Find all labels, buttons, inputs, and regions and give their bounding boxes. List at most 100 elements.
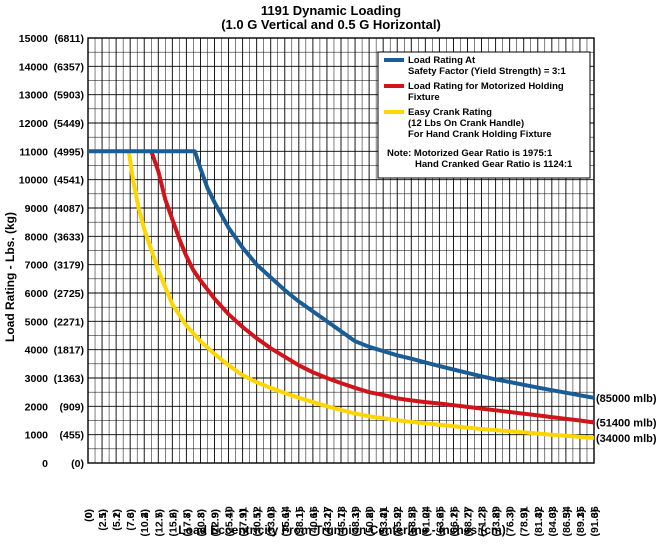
- x-tick-label-cm: (10.2): [139, 509, 151, 536]
- x-tick-label-cm: (89.1): [575, 509, 587, 536]
- y-tick-label-lbs: 1000: [25, 430, 49, 442]
- x-tick-label-cm: (33.0): [266, 509, 278, 536]
- y-tick-label-kg: (4087): [54, 203, 84, 215]
- x-tick-label-cm: (63.6): [434, 509, 446, 536]
- y-tick-label-lbs: 10000: [19, 175, 48, 187]
- legend-entry-text: (12 Lbs On Crank Handle): [408, 118, 524, 129]
- x-tick-label-in: 12: [252, 506, 264, 518]
- x-tick-label-cm: (27.9): [238, 509, 250, 536]
- x-tick-label-in: 31: [519, 506, 531, 518]
- x-tick-label-cm: (15.2): [167, 509, 179, 536]
- x-tick-label-cm: (55.9): [392, 509, 404, 536]
- x-tick-label-in: 8: [195, 512, 207, 518]
- legend-entry-text: Fixture: [408, 92, 440, 103]
- x-tick-label-cm: (73.8): [491, 509, 503, 536]
- x-axis-ticks: 0(0) 1(2.5) 2(5.1) 3(7.6) 4(10.2) 5(12.7) 6(15…: [83, 506, 601, 536]
- x-tick-label-cm: (76.3): [505, 509, 517, 536]
- x-tick-label-in: 30: [505, 506, 517, 518]
- x-tick-label-in: 24: [420, 506, 432, 518]
- y-tick-label-kg: (0): [71, 458, 84, 470]
- x-tick-label-cm: (66.1): [448, 509, 460, 536]
- x-tick-label-in: 14: [280, 506, 292, 518]
- x-tick-label-in: 20: [364, 506, 376, 518]
- series-line: [126, 151, 595, 441]
- x-tick-label-in: 26: [448, 506, 460, 518]
- legend-note: Hand Cranked Gear Ratio is 1124:1: [415, 159, 573, 170]
- y-tick-label-lbs: 6000: [25, 288, 49, 300]
- x-tick-label-in: 9: [210, 512, 222, 518]
- x-tick-label-in: 36: [589, 506, 601, 518]
- x-tick-label-in: 0: [83, 512, 95, 518]
- x-tick-label-cm: (25.4): [224, 509, 236, 536]
- x-tick-label-in: 18: [336, 506, 348, 518]
- x-tick-label-cm: (38.1): [294, 509, 306, 536]
- y-axis-ticks: 0 (0) 1000 (455) 2000 (909) 3000 (1363) 4000 (181…: [19, 33, 84, 470]
- y-axis-label: Load Rating - Lbs. (kg): [3, 212, 17, 342]
- y-tick-label-lbs: 2000: [25, 401, 49, 413]
- x-tick-label-cm: (71.2): [477, 509, 489, 536]
- x-tick-label-cm: (50.8): [364, 509, 376, 536]
- x-tick-label-in: 34: [561, 506, 573, 518]
- legend-entry-text: Load Rating At: [408, 55, 476, 66]
- series-end-label: (85000 mlb): [596, 393, 657, 405]
- x-tick-label-cm: (48.3): [350, 509, 362, 536]
- series-end-labels: (85000 mlb) (51400 mlb) (34000 mlb): [596, 393, 657, 445]
- x-tick-label-in: 13: [266, 506, 278, 518]
- legend-note: Note: Motorized Gear Ratio is 1975:1: [387, 148, 553, 159]
- x-tick-label-cm: (7.6): [125, 509, 137, 531]
- chart-subtitle: (1.0 G Vertical and 0.5 G Horizontal): [221, 17, 441, 32]
- x-tick-label-cm: (86.5): [561, 509, 573, 536]
- x-tick-label-in: 28: [477, 506, 489, 518]
- x-tick-label-cm: (40.6): [308, 509, 320, 536]
- x-tick-label-cm: (81.4): [533, 509, 545, 536]
- series-lines: [88, 149, 595, 441]
- y-tick-label-kg: (2271): [54, 316, 84, 328]
- x-tick-label-cm: (35.6): [280, 509, 292, 536]
- x-tick-label-in: 21: [378, 506, 390, 518]
- x-tick-label-cm: (30.5): [252, 509, 264, 536]
- chart-title: 1191 Dynamic Loading: [261, 3, 401, 18]
- legend-entry-text: For Hand Crank Holding Fixture: [408, 129, 552, 140]
- y-tick-label-lbs: 15000: [19, 33, 48, 45]
- y-tick-label-kg: (2725): [54, 288, 84, 300]
- x-tick-label-cm: (5.1): [111, 509, 123, 531]
- y-tick-label-lbs: 11000: [19, 146, 48, 158]
- y-tick-label-kg: (3179): [54, 260, 84, 272]
- y-tick-label-kg: (4541): [54, 175, 84, 187]
- y-tick-label-lbs: 13000: [19, 90, 48, 102]
- x-tick-label-cm: (22.9): [210, 509, 222, 536]
- series-end-label: (51400 mlb): [596, 417, 657, 429]
- x-tick-label-cm: (53.4): [378, 509, 390, 536]
- series-line: [149, 150, 595, 425]
- y-tick-label-kg: (5903): [54, 90, 84, 102]
- plot-frame: [87, 37, 595, 464]
- x-tick-label-cm: (45.7): [336, 509, 348, 536]
- x-tick-label-in: 16: [308, 506, 320, 518]
- x-tick-label-in: 32: [533, 506, 545, 518]
- y-tick-label-lbs: 0: [42, 458, 48, 470]
- x-tick-label-in: 27: [463, 506, 475, 518]
- y-tick-label-lbs: 12000: [19, 118, 48, 130]
- legend-entry-text: Safety Factor (Yield Strength) = 3:1: [408, 66, 566, 77]
- y-tick-label-kg: (6811): [54, 33, 84, 45]
- x-tick-label-in: 7: [181, 512, 193, 518]
- x-tick-label-cm: (84.0): [547, 509, 559, 536]
- x-tick-label-in: 25: [434, 506, 446, 518]
- series-line: [88, 149, 595, 400]
- x-tick-label-cm: (17.8): [181, 509, 193, 536]
- x-tick-label-in: 3: [125, 512, 137, 518]
- y-tick-label-lbs: 14000: [19, 61, 48, 73]
- legend-entry-text: Load Rating for Motorized Holding: [408, 81, 564, 92]
- x-tick-label-cm: (68.7): [463, 509, 475, 536]
- y-tick-label-kg: (909): [59, 401, 84, 413]
- x-tick-label-in: 5: [153, 512, 165, 518]
- x-tick-label-cm: (78.9): [519, 509, 531, 536]
- x-tick-label-cm: (20.3): [195, 509, 207, 536]
- y-tick-label-lbs: 7000: [25, 260, 49, 272]
- x-tick-label-in: 19: [350, 506, 362, 518]
- x-tick-label-cm: (61.0): [420, 509, 432, 536]
- x-tick-label-in: 23: [406, 506, 418, 518]
- x-tick-label-in: 22: [392, 506, 404, 518]
